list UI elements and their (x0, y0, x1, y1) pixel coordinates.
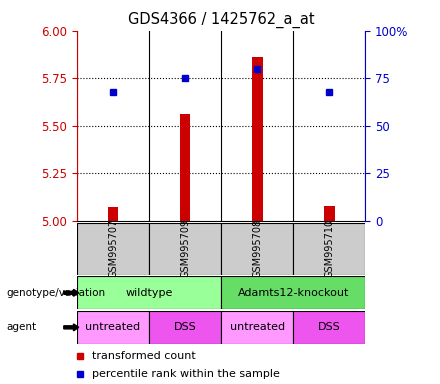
Bar (149, 223, 221, 275)
Bar (252, 57, 263, 221)
Bar (77, 276, 221, 309)
Text: DSS: DSS (174, 322, 196, 333)
Bar (293, 223, 365, 275)
Text: DSS: DSS (318, 322, 341, 333)
Bar (293, 311, 365, 344)
Bar (221, 223, 293, 275)
Text: agent: agent (7, 322, 37, 333)
Text: GSM995709: GSM995709 (180, 219, 190, 278)
Title: GDS4366 / 1425762_a_at: GDS4366 / 1425762_a_at (128, 12, 315, 28)
Text: percentile rank within the sample: percentile rank within the sample (92, 369, 280, 379)
Text: GSM995708: GSM995708 (252, 219, 262, 278)
Bar (221, 311, 293, 344)
Bar (149, 311, 221, 344)
Bar (77, 223, 149, 275)
Text: wildtype: wildtype (125, 288, 173, 298)
Bar (108, 207, 118, 221)
Text: GSM995707: GSM995707 (108, 219, 118, 278)
Text: untreated: untreated (230, 322, 285, 333)
Bar (180, 114, 191, 221)
Bar (77, 311, 149, 344)
Bar (221, 276, 365, 309)
Text: transformed count: transformed count (92, 351, 196, 361)
Text: untreated: untreated (85, 322, 141, 333)
Text: genotype/variation: genotype/variation (7, 288, 106, 298)
Text: GSM995710: GSM995710 (324, 219, 334, 278)
Text: Adamts12-knockout: Adamts12-knockout (238, 288, 349, 298)
Bar (324, 205, 334, 221)
